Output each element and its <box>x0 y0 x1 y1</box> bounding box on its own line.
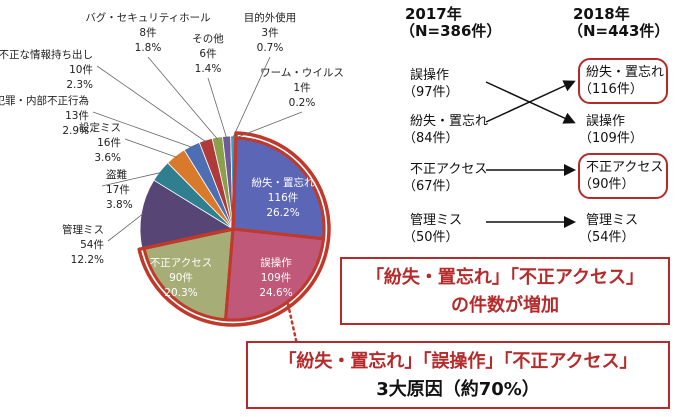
slice-label: 不正な情報持ち出し <box>0 48 93 61</box>
slice-count-label: 3件 <box>261 27 278 39</box>
leader-line <box>96 65 207 143</box>
rank-2017-4-label: 管理ミス <box>410 213 463 228</box>
slice-label: 盗難 <box>106 168 127 181</box>
rank-2017-4-count: （50件） <box>403 230 459 245</box>
slice-percent-label: 24.6% <box>259 287 292 299</box>
highlight-slice-outline <box>224 227 325 322</box>
rank-2018-3-count: （90件） <box>579 177 635 192</box>
causes-callout-line1: 「紛失・置忘れ」「誤操作」「不正アクセス」 <box>278 351 638 372</box>
slice-percent-label: 0.2% <box>289 97 316 109</box>
rank-2017-1-count: （97件） <box>403 85 459 100</box>
slice-percent-label: 0.7% <box>257 42 284 54</box>
slice-label: その他 <box>192 32 224 45</box>
slice-count-label: 8件 <box>139 27 156 39</box>
slice-percent-label: 26.2% <box>266 207 299 219</box>
causes-callout: 「紛失・置忘れ」「誤操作」「不正アクセス」 3大原因（約70%） <box>246 341 670 409</box>
arrow-loss-up <box>485 80 576 123</box>
leader-line <box>92 111 193 148</box>
year-2017-label: 2017年 <box>405 5 462 23</box>
slice-count-label: 90件 <box>169 272 193 284</box>
highlight-box-2018-access <box>578 153 668 199</box>
slice-count-label: 109件 <box>261 272 292 284</box>
slice-label: バグ・セキュリティホール <box>85 11 210 24</box>
slice-count-label: 54件 <box>80 239 104 251</box>
slice-count-label: 1件 <box>293 82 310 94</box>
rank-2017-3-label: 不正アクセス <box>410 162 488 177</box>
slice-label: 不正アクセス <box>150 257 212 269</box>
slice-percent-label: 2.3% <box>66 79 93 91</box>
leader-line <box>101 171 162 187</box>
slice-count-label: 10件 <box>69 64 93 76</box>
leader-line <box>235 111 303 139</box>
slice-label: 設定ミス <box>79 121 121 134</box>
leader-line <box>207 77 228 139</box>
slice-percent-label: 3.8% <box>106 199 133 211</box>
leader-line <box>107 213 144 242</box>
slice-percent-label: 20.3% <box>164 287 197 299</box>
rank-2017-2-label: 紛失・置忘れ <box>410 114 489 129</box>
rank-2018-4-count: （54件） <box>579 230 635 245</box>
leader-line <box>232 56 271 139</box>
slice-label: ワーム・ウイルス <box>260 67 344 79</box>
pie-slice <box>141 228 234 323</box>
slice-percent-label: 1.4% <box>195 63 222 75</box>
slice-label: 紛失・置忘れ <box>252 176 315 189</box>
rank-2018-2-label: 誤操作 <box>586 114 626 129</box>
year-2017-n: （N=386件） <box>400 22 502 40</box>
slice-label: 誤操作 <box>260 256 292 269</box>
slice-percent-label: 3.6% <box>94 152 121 164</box>
slice-count-label: 6件 <box>199 48 216 60</box>
year-2018-n: （N=443件） <box>568 22 670 40</box>
pie-slice <box>224 228 326 323</box>
slice-percent-label: 2.9% <box>62 125 89 137</box>
year-2018-label: 2018年 <box>573 5 630 23</box>
slice-label: 内部犯罪・内部不正行為 <box>0 94 89 107</box>
increase-callout-line1: 「紛失・置忘れ」「不正アクセス」 <box>365 267 645 288</box>
slice-percent-label: 12.2% <box>71 254 104 266</box>
rank-2018-3-label: 不正アクセス <box>586 160 664 175</box>
slice-count-label: 13件 <box>65 110 89 122</box>
callout-connector <box>286 302 302 360</box>
rank-2018-2-count: （109件） <box>579 131 643 146</box>
slice-percent-label: 1.8% <box>135 42 162 54</box>
slice-count-label: 116件 <box>268 192 299 204</box>
rank-2017-2-count: （84件） <box>403 131 459 146</box>
rank-2017-3-count: （67件） <box>403 179 459 194</box>
increase-callout-line2: の件数が増加 <box>451 295 559 316</box>
slice-count-label: 16件 <box>97 137 121 149</box>
pie-slice <box>232 135 327 240</box>
slice-count-label: 17件 <box>106 184 130 196</box>
slice-label: 管理ミス <box>62 223 104 236</box>
highlight-slice-outline <box>142 227 235 322</box>
highlight-ring <box>137 131 331 327</box>
leader-line <box>124 138 177 158</box>
rank-2017-1-label: 誤操作 <box>410 68 450 83</box>
leader-line <box>147 56 218 140</box>
rank-2018-4-label: 管理ミス <box>586 213 639 228</box>
rank-2018-1-count: （116件） <box>579 82 643 97</box>
highlight-box-2018-loss <box>578 58 668 104</box>
highlight-slice-outline <box>231 136 326 241</box>
increase-callout: 「紛失・置忘れ」「不正アクセス」 の件数が増加 <box>340 257 670 325</box>
rank-2018-1-label: 紛失・置忘れ <box>586 65 665 80</box>
slice-label: 目的外使用 <box>244 11 297 24</box>
causes-callout-line2: 3大原因（約70%） <box>376 379 540 400</box>
